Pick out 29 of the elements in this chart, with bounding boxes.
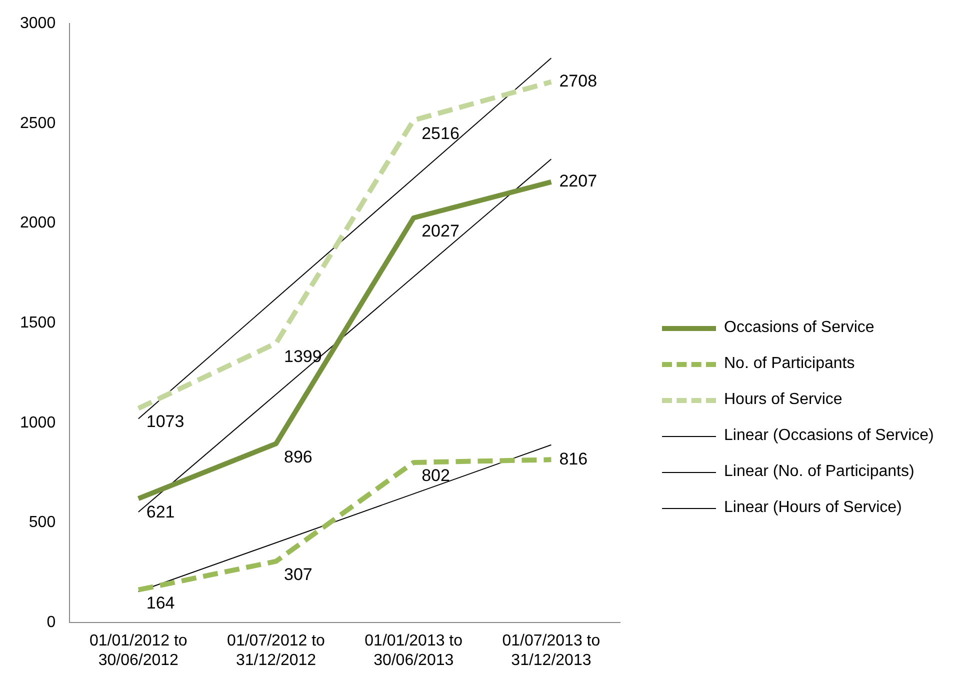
y-tick-label: 1000 bbox=[20, 414, 56, 432]
x-tick-label: 01/01/2013 to 30/06/2013 bbox=[364, 632, 463, 669]
legend-label: Linear (No. of Participants) bbox=[724, 463, 914, 481]
y-tick-label: 2500 bbox=[20, 114, 56, 132]
legend-label: Linear (Hours of Service) bbox=[724, 499, 902, 517]
y-tick-label: 3000 bbox=[20, 15, 56, 32]
data-label: 2708 bbox=[559, 72, 598, 91]
y-tick-label: 2000 bbox=[20, 214, 56, 232]
data-label: 2027 bbox=[422, 222, 460, 241]
data-label: 816 bbox=[559, 449, 588, 468]
data-label: 2516 bbox=[422, 124, 460, 143]
legend-label: No. of Participants bbox=[724, 355, 855, 373]
y-tick-label: 500 bbox=[28, 514, 56, 532]
y-tick-label: 1500 bbox=[20, 314, 56, 332]
data-label: 164 bbox=[146, 594, 175, 613]
data-label: 1073 bbox=[146, 412, 184, 432]
legend-label: Hours of Service bbox=[724, 391, 842, 409]
x-tick-label: 01/01/2012 to 30/06/2012 bbox=[89, 632, 188, 669]
x-tick-label: 01/07/2012 to 31/12/2012 bbox=[227, 632, 326, 669]
x-tick-label: 01/07/2013 to 31/12/2013 bbox=[502, 632, 600, 669]
data-label: 896 bbox=[284, 447, 312, 466]
legend-label: Occasions of Service bbox=[724, 319, 874, 337]
data-label: 621 bbox=[146, 502, 175, 522]
legend-label: Linear (Occasions of Service) bbox=[724, 427, 934, 445]
data-label: 307 bbox=[284, 564, 312, 584]
data-label: 802 bbox=[422, 466, 450, 486]
data-label: 2207 bbox=[559, 172, 598, 191]
data-label: 1399 bbox=[284, 346, 322, 366]
y-tick-label: 0 bbox=[46, 614, 56, 632]
